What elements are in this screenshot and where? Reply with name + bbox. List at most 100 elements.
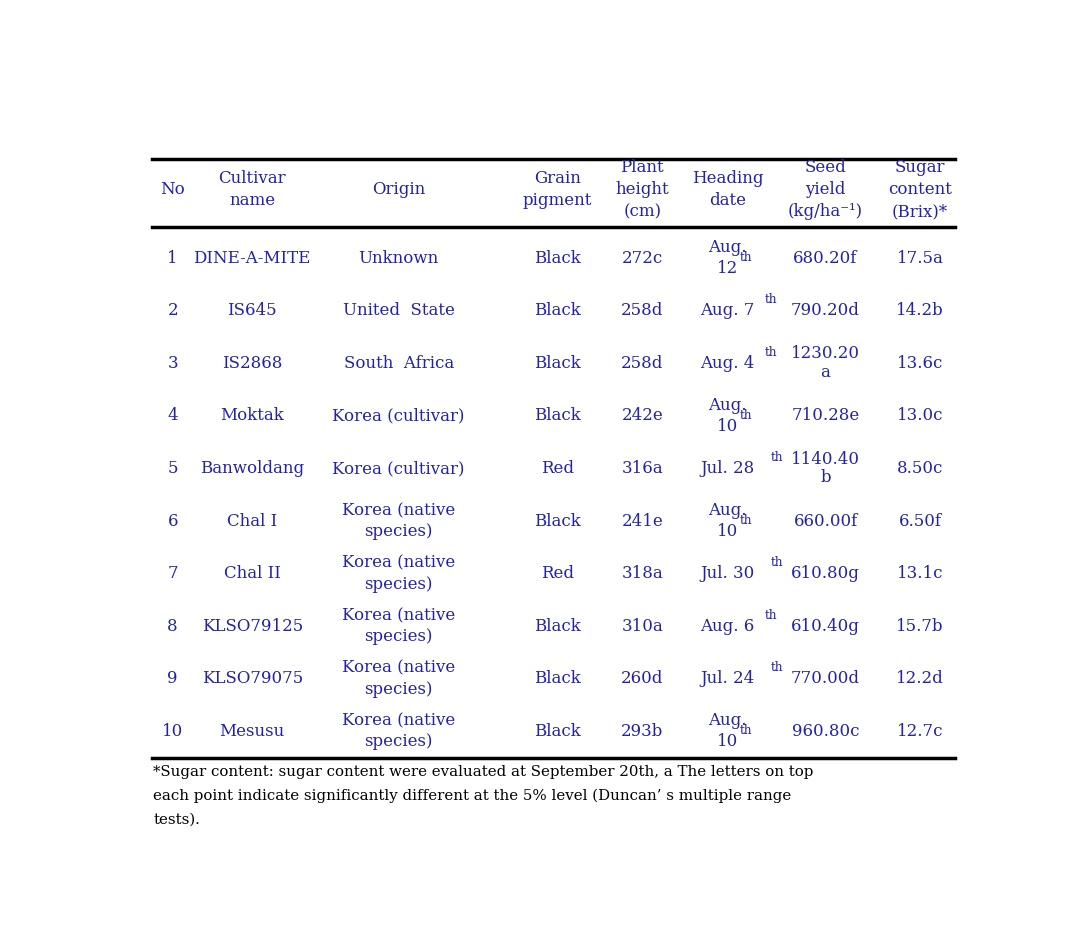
Text: Korea (native
species): Korea (native species) <box>342 502 456 540</box>
Text: Red: Red <box>541 460 575 477</box>
Text: Jul. 30: Jul. 30 <box>701 565 755 582</box>
Text: Black: Black <box>535 670 581 687</box>
Text: Aug.: Aug. <box>708 502 747 520</box>
Text: Black: Black <box>535 618 581 635</box>
Text: 6: 6 <box>167 513 178 530</box>
Text: 5: 5 <box>167 460 178 477</box>
Text: b: b <box>820 469 831 486</box>
Text: Black: Black <box>535 249 581 266</box>
Text: United  State: United State <box>342 302 455 319</box>
Text: IS2868: IS2868 <box>222 355 282 372</box>
Text: Banwoldang: Banwoldang <box>200 460 305 477</box>
Text: 17.5a: 17.5a <box>896 249 944 266</box>
Text: Black: Black <box>535 302 581 319</box>
Text: Aug.: Aug. <box>708 712 747 729</box>
Text: 260d: 260d <box>621 670 663 687</box>
Text: 13.6c: 13.6c <box>896 355 943 372</box>
Text: 293b: 293b <box>621 722 663 739</box>
Text: 241e: 241e <box>621 513 663 530</box>
Text: Korea (native
species): Korea (native species) <box>342 712 456 750</box>
Text: Plant
height
(cm): Plant height (cm) <box>616 158 669 220</box>
Text: Moktak: Moktak <box>220 408 284 425</box>
Text: 10: 10 <box>717 523 739 540</box>
Text: Aug.: Aug. <box>708 239 747 256</box>
Text: DINE-A-MITE: DINE-A-MITE <box>193 249 311 266</box>
Text: 316a: 316a <box>621 460 663 477</box>
Text: 12: 12 <box>717 261 739 278</box>
Text: Black: Black <box>535 408 581 425</box>
Text: 15.7b: 15.7b <box>896 618 944 635</box>
Text: 258d: 258d <box>621 355 663 372</box>
Text: th: th <box>740 251 753 264</box>
Text: Korea (cultivar): Korea (cultivar) <box>333 408 464 425</box>
Text: 790.20d: 790.20d <box>791 302 860 319</box>
Text: 8: 8 <box>167 618 178 635</box>
Text: IS645: IS645 <box>228 302 276 319</box>
Text: th: th <box>740 514 753 527</box>
Text: KLSO79125: KLSO79125 <box>202 618 302 635</box>
Text: Chal II: Chal II <box>224 565 281 582</box>
Text: th: th <box>740 409 753 422</box>
Text: 680.20f: 680.20f <box>794 249 858 266</box>
Text: Sugar
content
(Brix)*: Sugar content (Brix)* <box>888 158 953 220</box>
Text: 7: 7 <box>167 565 178 582</box>
Text: KLSO79075: KLSO79075 <box>202 670 302 687</box>
Text: 1: 1 <box>167 249 178 266</box>
Text: Black: Black <box>535 513 581 530</box>
Text: Grain
pigment: Grain pigment <box>523 170 592 209</box>
Text: 2: 2 <box>167 302 178 319</box>
Text: No: No <box>160 181 185 198</box>
Text: 9: 9 <box>167 670 178 687</box>
Text: a: a <box>821 364 831 381</box>
Text: 4: 4 <box>167 408 178 425</box>
Text: 1140.40: 1140.40 <box>791 450 860 467</box>
Text: *Sugar content: sugar content were evaluated at September 20th, a The letters on: *Sugar content: sugar content were evalu… <box>153 765 814 827</box>
Text: 6.50f: 6.50f <box>899 513 942 530</box>
Text: 10: 10 <box>162 722 184 739</box>
Text: 960.80c: 960.80c <box>792 722 860 739</box>
Text: 272c: 272c <box>622 249 663 266</box>
Text: Black: Black <box>535 355 581 372</box>
Text: 242e: 242e <box>621 408 663 425</box>
Text: th: th <box>771 661 783 674</box>
Text: Mesusu: Mesusu <box>219 722 285 739</box>
Text: 10: 10 <box>717 418 739 435</box>
Text: Heading
date: Heading date <box>692 170 764 209</box>
Text: Seed
yield
(kg/ha⁻¹): Seed yield (kg/ha⁻¹) <box>788 158 863 220</box>
Text: 13.1c: 13.1c <box>896 565 943 582</box>
Text: 610.80g: 610.80g <box>791 565 860 582</box>
Text: 610.40g: 610.40g <box>791 618 860 635</box>
Text: Origin: Origin <box>372 181 426 198</box>
Text: Korea (cultivar): Korea (cultivar) <box>333 460 464 477</box>
Text: th: th <box>765 609 778 622</box>
Text: Korea (native
species): Korea (native species) <box>342 608 456 646</box>
Text: 10: 10 <box>717 734 739 750</box>
Text: th: th <box>765 346 778 358</box>
Text: Chal I: Chal I <box>227 513 278 530</box>
Text: th: th <box>771 556 783 569</box>
Text: Aug. 4: Aug. 4 <box>701 355 755 372</box>
Text: 8.50c: 8.50c <box>896 460 943 477</box>
Text: Korea (native
species): Korea (native species) <box>342 660 456 698</box>
Text: Red: Red <box>541 565 575 582</box>
Text: 770.00d: 770.00d <box>791 670 860 687</box>
Text: 660.00f: 660.00f <box>794 513 858 530</box>
Text: Aug.: Aug. <box>708 397 747 414</box>
Text: 13.0c: 13.0c <box>896 408 943 425</box>
Text: Jul. 28: Jul. 28 <box>701 460 755 477</box>
Text: Cultivar
name: Cultivar name <box>218 170 286 209</box>
Text: 12.2d: 12.2d <box>896 670 944 687</box>
Text: 14.2b: 14.2b <box>896 302 944 319</box>
Text: Aug. 7: Aug. 7 <box>701 302 755 319</box>
Text: South  Africa: South Africa <box>343 355 454 372</box>
Text: Korea (native
species): Korea (native species) <box>342 555 456 592</box>
Text: 1230.20: 1230.20 <box>791 345 860 362</box>
Text: th: th <box>765 293 778 306</box>
Text: 710.28e: 710.28e <box>792 408 860 425</box>
Text: 3: 3 <box>167 355 178 372</box>
Text: th: th <box>771 451 783 464</box>
Text: 318a: 318a <box>621 565 663 582</box>
Text: 12.7c: 12.7c <box>896 722 943 739</box>
Text: Unknown: Unknown <box>359 249 438 266</box>
Text: 258d: 258d <box>621 302 663 319</box>
